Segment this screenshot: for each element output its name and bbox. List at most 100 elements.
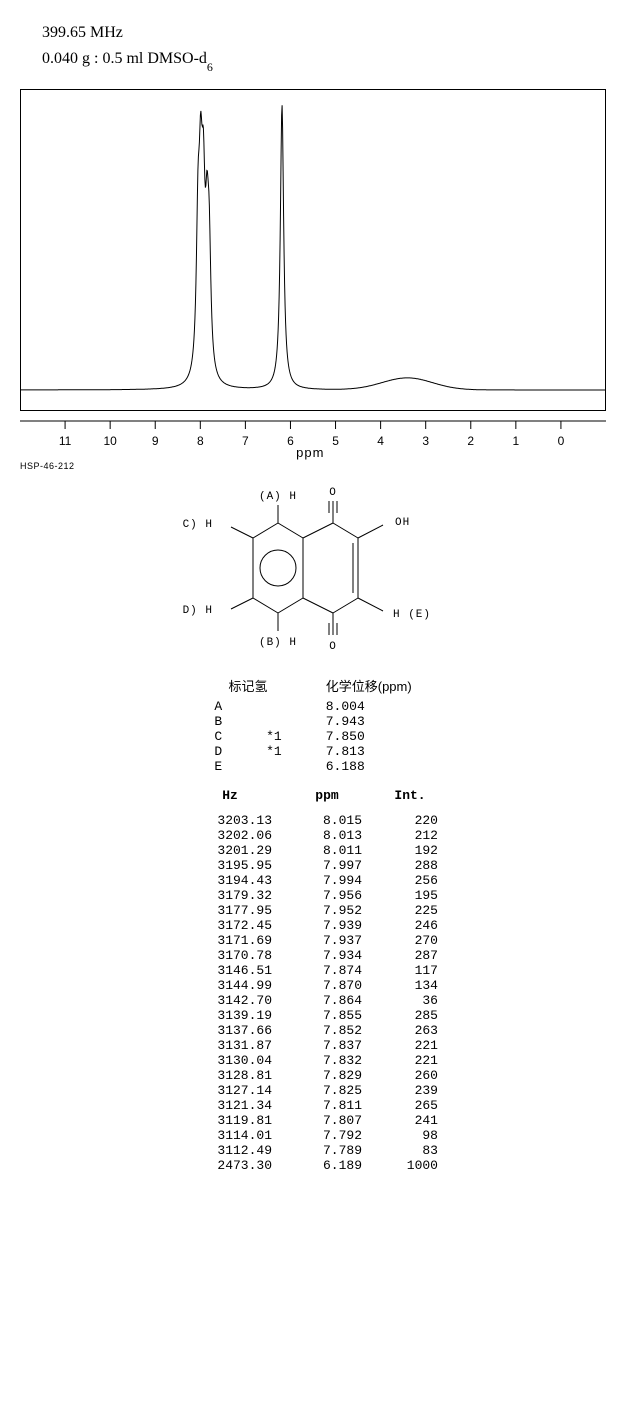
axis-tick-label: 6 (287, 434, 294, 448)
assignment-header-row: 标记氢 化学位移(ppm) (192, 672, 433, 699)
peak-int: 117 (372, 963, 448, 978)
peak-hz: 3195.95 (178, 858, 282, 873)
peak-hz: 2473.30 (178, 1158, 282, 1173)
peak-ppm: 7.852 (282, 1023, 372, 1038)
peak-row: 3112.497.789 83 (178, 1143, 448, 1158)
peak-hz: 3139.19 (178, 1008, 282, 1023)
header-line1: 399.65 MHz (42, 20, 626, 46)
peak-header-ppm: ppm (282, 786, 372, 813)
header-line2: 0.040 g : 0.5 ml DMSO-d6 (42, 46, 626, 73)
peak-int: 83 (372, 1143, 448, 1158)
peak-ppm: 7.939 (282, 918, 372, 933)
peak-row: 3172.457.939 246 (178, 918, 448, 933)
peak-ppm: 7.811 (282, 1098, 372, 1113)
peak-hz: 3201.29 (178, 843, 282, 858)
peak-int: 260 (372, 1068, 448, 1083)
assignment-note (244, 699, 304, 714)
peak-row: 3170.787.934 287 (178, 948, 448, 963)
assignment-row: C*17.850 (192, 729, 433, 744)
axis-row: 11109876543210 (20, 419, 606, 459)
bond (303, 598, 333, 613)
peak-hz: 3203.13 (178, 813, 282, 828)
peak-ppm: 7.807 (282, 1113, 372, 1128)
axis-svg: 11109876543210 (20, 419, 606, 459)
assignment-row: D*17.813 (192, 744, 433, 759)
peak-hz: 3112.49 (178, 1143, 282, 1158)
peak-row: 3202.068.013 212 (178, 828, 448, 843)
peak-row: 3177.957.952 225 (178, 903, 448, 918)
peak-hz: 3170.78 (178, 948, 282, 963)
peak-row: 3131.877.837 221 (178, 1038, 448, 1053)
axis-tick-label: 2 (467, 434, 474, 448)
peak-ppm: 7.837 (282, 1038, 372, 1053)
assignment-note: *1 (244, 744, 304, 759)
peak-int: 221 (372, 1038, 448, 1053)
peak-hz: 3142.70 (178, 993, 282, 1008)
peak-hz: 3194.43 (178, 873, 282, 888)
peak-header-int: Int. (372, 786, 448, 813)
label-a: (A) H (259, 491, 297, 503)
assignment-h: B (192, 714, 244, 729)
peak-hz: 3172.45 (178, 918, 282, 933)
axis-tick-label: 8 (197, 434, 204, 448)
structure-wrap: OOOHH (E)(A) H(B) H(C) H(D) H (0, 473, 626, 668)
peak-hz: 3146.51 (178, 963, 282, 978)
peak-row: 3114.017.792 98 (178, 1128, 448, 1143)
axis-tick-label: 7 (242, 434, 249, 448)
peak-int: 98 (372, 1128, 448, 1143)
peak-ppm: 7.870 (282, 978, 372, 993)
axis-tick-label: 5 (332, 434, 339, 448)
peak-ppm: 6.189 (282, 1158, 372, 1173)
structure-svg: OOOHH (E)(A) H(B) H(C) H(D) H (183, 473, 443, 663)
assignment-ppm: 7.813 (304, 744, 434, 759)
peak-hz: 3179.32 (178, 888, 282, 903)
assignment-table: 标记氢 化学位移(ppm) A 8.004 B 7.943C*17.850D*17.8… (192, 672, 433, 774)
peak-ppm: 8.015 (282, 813, 372, 828)
peak-ppm: 7.997 (282, 858, 372, 873)
peak-int: 246 (372, 918, 448, 933)
peak-int: 263 (372, 1023, 448, 1038)
peak-int: 256 (372, 873, 448, 888)
assignment-note: *1 (244, 729, 304, 744)
peak-row: 3142.707.864 36 (178, 993, 448, 1008)
label-b: (B) H (259, 637, 297, 649)
peak-int: 265 (372, 1098, 448, 1113)
peak-ppm: 7.934 (282, 948, 372, 963)
peak-ppm: 8.011 (282, 843, 372, 858)
bond (358, 525, 383, 538)
header-block: 399.65 MHz 0.040 g : 0.5 ml DMSO-d6 (0, 0, 626, 83)
assignment-header-shift: 化学位移(ppm) (304, 672, 434, 699)
bond (231, 527, 253, 538)
axis-tick-label: 10 (103, 434, 117, 448)
peak-hz: 3127.14 (178, 1083, 282, 1098)
peak-table: Hz ppm Int. 3203.138.015 2203202.068.013… (178, 786, 448, 1173)
bond (333, 598, 358, 613)
peak-row: 3195.957.997 288 (178, 858, 448, 873)
assignment-h: A (192, 699, 244, 714)
peak-int: 134 (372, 978, 448, 993)
peak-ppm: 7.825 (282, 1083, 372, 1098)
axis-tick-label: 3 (422, 434, 429, 448)
axis-tick-label: 1 (513, 434, 520, 448)
peak-row: 3127.147.825 239 (178, 1083, 448, 1098)
axis-tick-label: 0 (558, 434, 565, 448)
peak-int: 212 (372, 828, 448, 843)
peak-row: 3139.197.855 285 (178, 1008, 448, 1023)
peak-row: 3137.667.852 263 (178, 1023, 448, 1038)
peak-row: 3121.347.811 265 (178, 1098, 448, 1113)
label-e: H (E) (393, 609, 431, 621)
axis-tick-label: 9 (152, 434, 159, 448)
peak-row: 3171.697.937 270 (178, 933, 448, 948)
peak-ppm: 7.937 (282, 933, 372, 948)
peak-hz: 3131.87 (178, 1038, 282, 1053)
bond (278, 523, 303, 538)
bond (253, 598, 278, 613)
assignment-ppm: 8.004 (304, 699, 434, 714)
peak-hz: 3114.01 (178, 1128, 282, 1143)
peak-hz: 3130.04 (178, 1053, 282, 1068)
spectrum-svg (21, 90, 605, 410)
assignment-ppm: 7.943 (304, 714, 434, 729)
oh-label: OH (395, 517, 410, 529)
assignment-h: D (192, 744, 244, 759)
peak-row: 3201.298.011 192 (178, 843, 448, 858)
